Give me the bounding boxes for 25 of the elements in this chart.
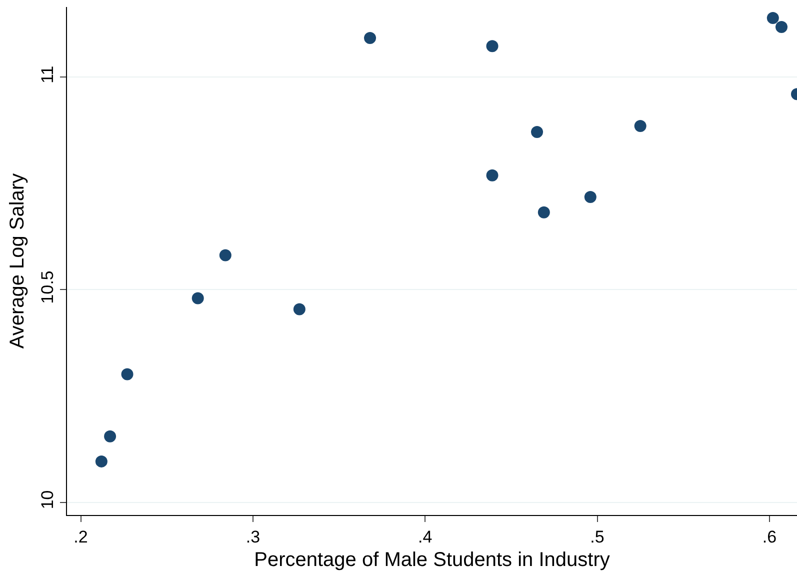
x-tick-label: .6 (762, 527, 777, 546)
point (634, 120, 646, 132)
point (95, 455, 108, 468)
y-axis-title: Average Log Salary (6, 173, 29, 349)
y-tick-label: 10.5 (38, 270, 58, 304)
point (293, 303, 306, 316)
point (486, 169, 498, 182)
x-axis-title: Percentage of Male Students in Industry (254, 548, 610, 571)
point (531, 126, 544, 138)
point (121, 368, 134, 380)
x-tick-label: .3 (246, 527, 260, 546)
point (766, 12, 779, 24)
point (776, 20, 788, 33)
point (192, 292, 204, 304)
x-tick-label: .4 (418, 527, 432, 546)
point (219, 249, 232, 262)
y-tick-label: 10 (38, 490, 58, 510)
point (584, 191, 596, 204)
point (486, 40, 498, 52)
point (364, 32, 376, 44)
y-tick-label: 11 (38, 66, 58, 84)
point (538, 206, 550, 218)
x-tick-label: .5 (590, 527, 604, 546)
x-tick-label: .2 (74, 527, 88, 546)
point (104, 430, 116, 442)
